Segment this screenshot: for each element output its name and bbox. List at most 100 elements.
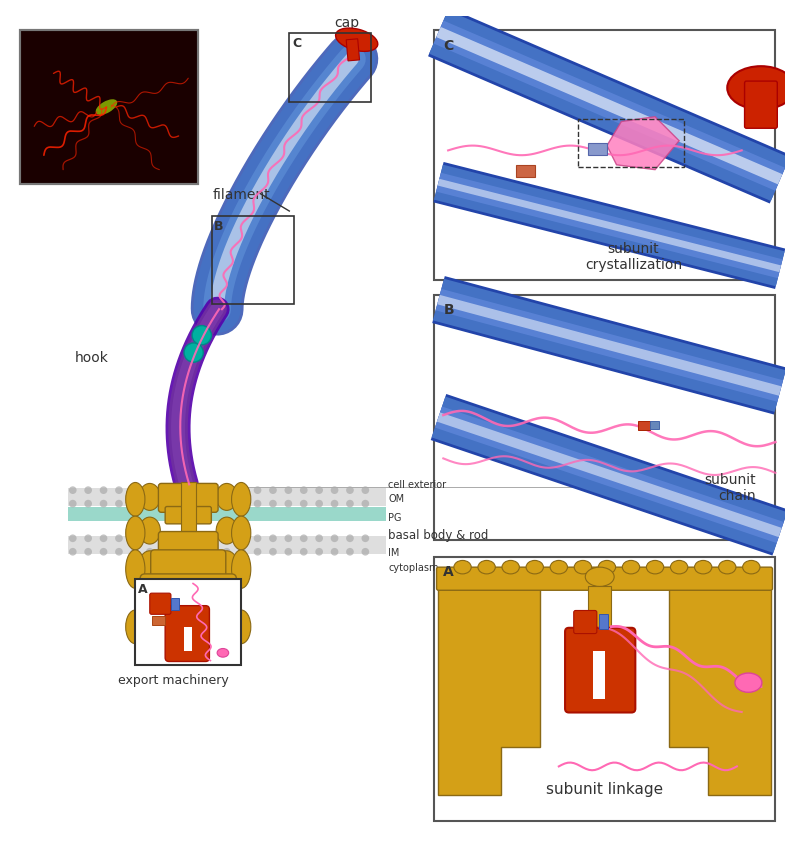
Circle shape xyxy=(84,535,92,543)
Circle shape xyxy=(184,344,203,363)
Circle shape xyxy=(315,535,323,543)
Ellipse shape xyxy=(574,560,591,574)
FancyBboxPatch shape xyxy=(745,82,778,129)
Circle shape xyxy=(300,487,308,495)
Circle shape xyxy=(346,500,354,508)
Circle shape xyxy=(146,487,154,495)
FancyBboxPatch shape xyxy=(574,611,597,634)
Ellipse shape xyxy=(231,610,251,644)
Ellipse shape xyxy=(216,517,238,544)
Circle shape xyxy=(69,549,77,556)
Ellipse shape xyxy=(154,610,174,644)
Circle shape xyxy=(315,549,323,556)
Bar xyxy=(68,537,386,554)
Circle shape xyxy=(115,549,123,556)
Bar xyxy=(171,598,178,609)
Ellipse shape xyxy=(217,649,229,657)
Circle shape xyxy=(177,549,184,556)
Circle shape xyxy=(269,535,277,543)
Circle shape xyxy=(146,500,154,508)
Circle shape xyxy=(162,535,169,543)
Circle shape xyxy=(192,535,200,543)
Circle shape xyxy=(100,535,107,543)
Ellipse shape xyxy=(502,560,519,574)
Circle shape xyxy=(192,487,200,495)
Ellipse shape xyxy=(718,560,736,574)
Ellipse shape xyxy=(742,560,760,574)
Circle shape xyxy=(238,549,246,556)
Text: C: C xyxy=(443,39,454,52)
Polygon shape xyxy=(670,588,770,795)
Circle shape xyxy=(346,535,354,543)
FancyBboxPatch shape xyxy=(165,507,211,524)
Circle shape xyxy=(330,535,338,543)
Circle shape xyxy=(254,535,262,543)
Ellipse shape xyxy=(735,674,762,692)
Circle shape xyxy=(285,549,292,556)
Text: C: C xyxy=(292,37,302,50)
Circle shape xyxy=(130,549,138,556)
Ellipse shape xyxy=(231,483,251,517)
Circle shape xyxy=(146,535,154,543)
Circle shape xyxy=(285,535,292,543)
FancyBboxPatch shape xyxy=(150,593,171,614)
Text: OM: OM xyxy=(389,493,405,503)
Circle shape xyxy=(162,549,169,556)
Circle shape xyxy=(362,535,370,543)
Circle shape xyxy=(300,500,308,508)
FancyBboxPatch shape xyxy=(437,567,773,591)
Text: basal body & rod: basal body & rod xyxy=(389,528,489,541)
Text: cell exterior: cell exterior xyxy=(389,480,446,490)
Text: cytoplasm: cytoplasm xyxy=(389,562,439,572)
Circle shape xyxy=(269,549,277,556)
Circle shape xyxy=(238,535,246,543)
Circle shape xyxy=(207,535,215,543)
Circle shape xyxy=(238,500,246,508)
Text: B: B xyxy=(214,219,224,232)
Ellipse shape xyxy=(126,517,145,550)
Circle shape xyxy=(130,487,138,495)
Circle shape xyxy=(100,549,107,556)
Text: B: B xyxy=(443,303,454,317)
Text: subunit
crystallization: subunit crystallization xyxy=(585,242,682,272)
Ellipse shape xyxy=(586,567,614,587)
Ellipse shape xyxy=(670,560,688,574)
Ellipse shape xyxy=(622,560,640,574)
Circle shape xyxy=(115,487,123,495)
FancyBboxPatch shape xyxy=(165,606,210,662)
Ellipse shape xyxy=(139,517,160,544)
Ellipse shape xyxy=(139,484,160,511)
Circle shape xyxy=(130,535,138,543)
Circle shape xyxy=(300,549,308,556)
Circle shape xyxy=(254,500,262,508)
Circle shape xyxy=(330,500,338,508)
Circle shape xyxy=(162,500,169,508)
FancyBboxPatch shape xyxy=(150,550,226,585)
FancyBboxPatch shape xyxy=(565,628,635,712)
Circle shape xyxy=(223,500,230,508)
Circle shape xyxy=(362,549,370,556)
Bar xyxy=(598,614,608,629)
Bar xyxy=(68,489,386,506)
Polygon shape xyxy=(438,588,539,795)
Circle shape xyxy=(192,549,200,556)
Ellipse shape xyxy=(526,560,543,574)
FancyBboxPatch shape xyxy=(140,574,236,619)
Circle shape xyxy=(69,487,77,495)
Ellipse shape xyxy=(478,560,495,574)
Ellipse shape xyxy=(231,517,251,550)
Circle shape xyxy=(254,549,262,556)
Circle shape xyxy=(315,500,323,508)
Ellipse shape xyxy=(126,610,145,644)
Circle shape xyxy=(177,487,184,495)
Ellipse shape xyxy=(231,550,251,588)
Circle shape xyxy=(177,500,184,508)
Ellipse shape xyxy=(694,560,712,574)
Circle shape xyxy=(84,549,92,556)
Circle shape xyxy=(330,487,338,495)
Circle shape xyxy=(254,487,262,495)
Circle shape xyxy=(223,549,230,556)
Circle shape xyxy=(330,549,338,556)
Circle shape xyxy=(315,487,323,495)
Ellipse shape xyxy=(139,551,160,578)
